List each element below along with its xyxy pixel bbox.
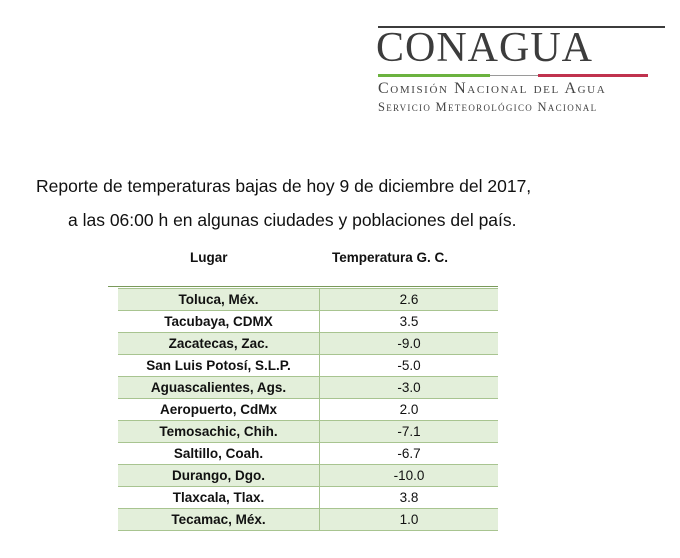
temperature-cell: -9.0	[319, 332, 498, 355]
temperature-cell: 3.5	[319, 310, 498, 333]
table-row: Zacatecas, Zac. -9.0	[118, 332, 498, 355]
table-row: Tacubaya, CDMX 3.5	[118, 310, 498, 333]
table-row: Aguascalientes, Ags. -3.0	[118, 376, 498, 399]
temperature-cell: 2.6	[319, 288, 498, 311]
report-title-line-1: Reporte de temperaturas bajas de hoy 9 d…	[36, 176, 532, 196]
place-cell: Toluca, Méx.	[118, 288, 320, 311]
table-row: Toluca, Méx. 2.6	[118, 288, 498, 311]
temperature-cell: 3.8	[319, 486, 498, 509]
place-cell: Saltillo, Coah.	[118, 442, 320, 465]
temperature-cell: 1.0	[319, 508, 498, 531]
temperature-cell: -3.0	[319, 376, 498, 399]
logo-gray-bar	[490, 75, 538, 76]
place-cell: Temosachic, Chih.	[118, 420, 320, 443]
logo-agency-name: Comisión Nacional del Agua	[378, 80, 607, 97]
place-cell: Durango, Dgo.	[118, 464, 320, 487]
logo-red-bar	[538, 74, 648, 77]
temperature-cell: 2.0	[319, 398, 498, 421]
column-header-temperature: Temperatura G. C.	[332, 250, 449, 265]
report-title-line-2: a las 06:00 h en algunas ciudades y pobl…	[68, 210, 517, 230]
table-row: Tlaxcala, Tlax. 3.8	[118, 486, 498, 509]
temperature-cell: -6.7	[319, 442, 498, 465]
table-top-rule	[108, 286, 498, 287]
temperature-cell: -10.0	[319, 464, 498, 487]
column-header-place: Lugar	[190, 250, 228, 265]
temperature-table: Toluca, Méx. 2.6 Tacubaya, CDMX 3.5 Zaca…	[118, 288, 498, 531]
table-row: Durango, Dgo. -10.0	[118, 464, 498, 487]
table-row: Tecamac, Méx. 1.0	[118, 508, 498, 531]
conagua-logo: CONAGUA Comisión Nacional del Agua Servi…	[376, 22, 666, 122]
place-cell: Aguascalientes, Ags.	[118, 376, 320, 399]
logo-green-bar	[378, 74, 490, 77]
table-row: Aeropuerto, CdMx 2.0	[118, 398, 498, 421]
table-row: Temosachic, Chih. -7.1	[118, 420, 498, 443]
place-cell: Tacubaya, CDMX	[118, 310, 320, 333]
place-cell: Tecamac, Méx.	[118, 508, 320, 531]
logo-service-name: Servicio Meteorológico Nacional	[378, 100, 598, 114]
place-cell: Aeropuerto, CdMx	[118, 398, 320, 421]
place-cell: San Luis Potosí, S.L.P.	[118, 354, 320, 377]
logo-top-rule	[378, 26, 665, 28]
table-row: San Luis Potosí, S.L.P. -5.0	[118, 354, 498, 377]
temperature-cell: -7.1	[319, 420, 498, 443]
table-row: Saltillo, Coah. -6.7	[118, 442, 498, 465]
place-cell: Tlaxcala, Tlax.	[118, 486, 320, 509]
temperature-cell: -5.0	[319, 354, 498, 377]
place-cell: Zacatecas, Zac.	[118, 332, 320, 355]
logo-wordmark: CONAGUA	[376, 25, 593, 71]
